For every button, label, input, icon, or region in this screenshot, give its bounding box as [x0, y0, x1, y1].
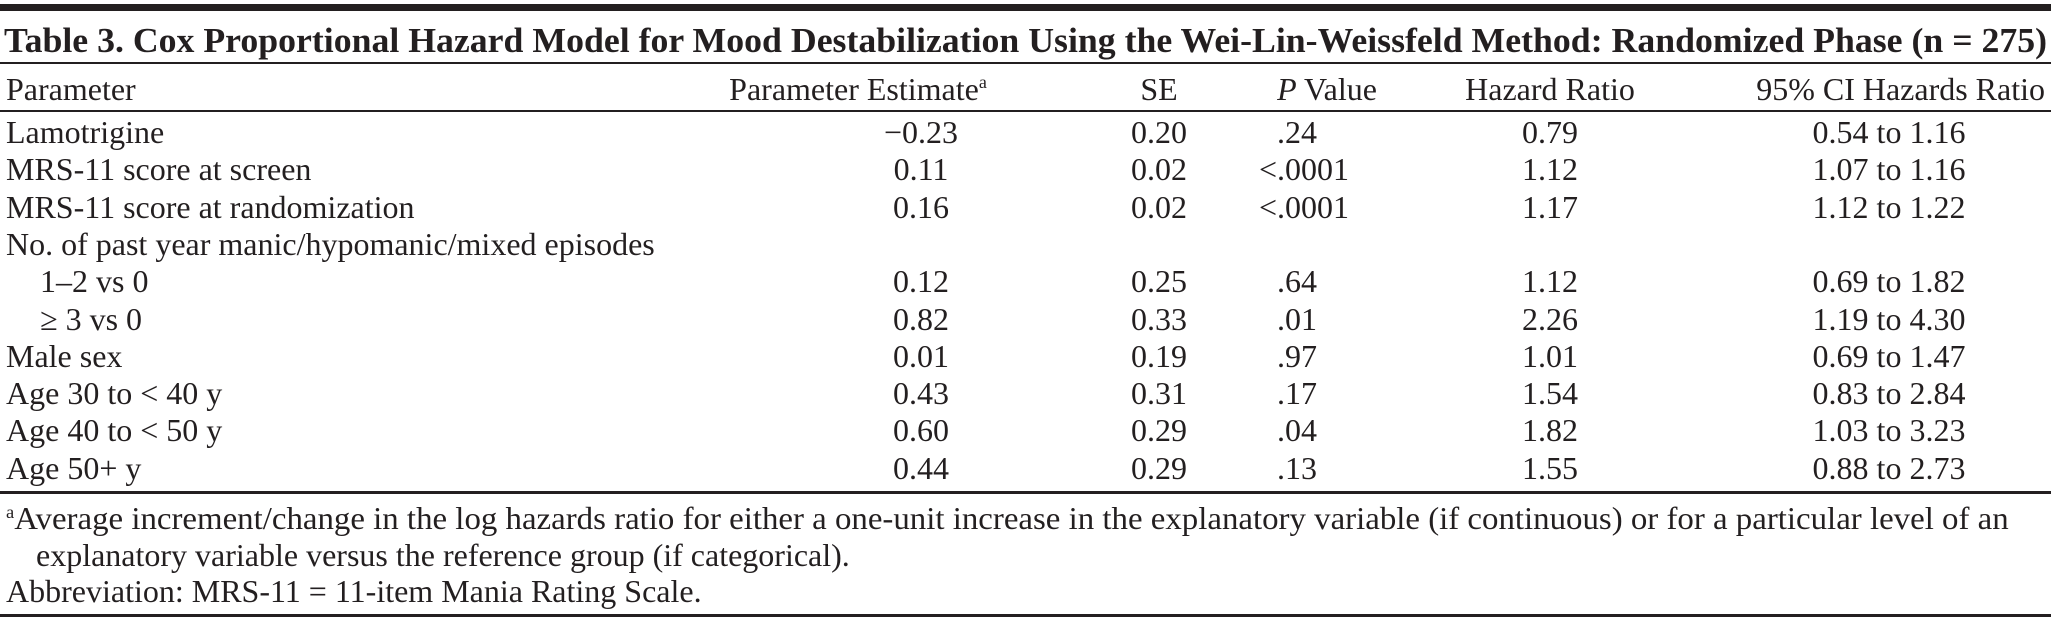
row-ci: 1.07 to 1.16 [1812, 151, 1966, 188]
row-estimate: 0.82 [893, 300, 949, 337]
row-estimate: 0.44 [893, 449, 949, 486]
row-parameter: Age 30 to < 40 y [6, 375, 223, 412]
header-hazard-ratio: Hazard Ratio [1465, 71, 1635, 107]
row-hazard-ratio: 1.55 [1522, 449, 1578, 486]
footnote-a-mark: a [6, 502, 15, 522]
table-row: MRS-11 score at randomization 0.16 0.02 < .… [6, 188, 1966, 225]
row-hazard-ratio: 2.26 [1522, 300, 1578, 337]
row-estimate: 0.11 [893, 151, 949, 188]
table-title: Table 3. Cox Proportional Hazard Model f… [4, 21, 2048, 60]
table-row: ≥ 3 vs 0 0.82 0.33.01 2.26 1.19 to 4.30 [40, 300, 1966, 337]
bottom-rule [0, 614, 2051, 617]
header-p-rest: Value [1296, 71, 1377, 107]
row-estimate: 0.16 [893, 188, 949, 225]
row-parameter: MRS-11 score at screen [6, 151, 312, 188]
row-hazard-ratio: 1.01 [1522, 337, 1578, 374]
row-se: 0.31 [1131, 375, 1187, 412]
row-hazard-ratio: 0.79 [1522, 114, 1578, 150]
footnote-a-text: Average increment/change in the log haza… [14, 500, 2009, 536]
table-row: Age 30 to < 40 y 0.43 0.31.17 1.54 0.83 to 2… [6, 375, 1966, 412]
header-rule [0, 110, 2051, 112]
row-se: 0.29 [1131, 449, 1187, 486]
row-parameter: Male sex [6, 337, 123, 374]
row-se: 0.33 [1131, 300, 1187, 337]
footnote-a-line1: aAverage increment/change in the log haz… [6, 501, 2009, 535]
top-thick-rule [0, 4, 2051, 11]
row-se: 0.19 [1131, 337, 1187, 374]
row-parameter: ≥ 3 vs 0 [40, 300, 143, 337]
header-parameter: Parameter [6, 71, 136, 107]
row-ci: 0.83 to 2.84 [1812, 375, 1966, 412]
row-parameter: Lamotrigine [6, 114, 165, 150]
row-se: 0.02 [1131, 151, 1187, 188]
row-ci: 0.54 to 1.16 [1812, 114, 1966, 150]
footnote-mark: a [978, 72, 987, 92]
header-estimate-label: Parameter Estimate [729, 71, 979, 107]
title-rule [0, 62, 2051, 64]
row-parameter: Age 40 to < 50 y [6, 412, 223, 449]
row-estimate: 0.12 [893, 263, 949, 300]
table-row: Lamotrigine −0.23 0.20.24 0.79 0.54 to 1.16 [6, 114, 1966, 150]
row-ci: 0.88 to 2.73 [1812, 449, 1966, 486]
table-row: Age 50+ y 0.44 0.29.13 1.55 0.88 to 2.73 [6, 449, 1966, 486]
row-parameter: 1–2 vs 0 [40, 263, 149, 300]
header-estimate: Parameter Estimatea [729, 71, 987, 107]
body-bottom-rule [0, 491, 2051, 494]
abbreviation-note: Abbreviation: MRS-11 = 11-item Mania Rat… [6, 573, 702, 609]
row-ci: 0.69 to 1.47 [1812, 337, 1966, 374]
header-se: SE [1140, 71, 1178, 107]
row-se: 0.25 [1131, 263, 1187, 300]
row-ci: 1.19 to 4.30 [1812, 300, 1966, 337]
row-estimate: 0.60 [893, 412, 949, 449]
row-parameter: Age 50+ y [6, 449, 142, 486]
header-p-value: P Value [1277, 71, 1377, 107]
row-hazard-ratio: 1.54 [1522, 375, 1578, 412]
table-row: 1–2 vs 0 0.12 0.25.64 1.12 0.69 to 1.82 [40, 263, 1966, 300]
row-se: 0.20 [1131, 114, 1187, 150]
table-row: Age 40 to < 50 y 0.60 0.29.04 1.82 1.03 to 3… [6, 412, 1966, 449]
footnote-a-line2: explanatory variable versus the referenc… [36, 537, 850, 573]
row-estimate: 0.43 [893, 375, 949, 412]
row-parameter: MRS-11 score at randomization [6, 188, 415, 225]
table-row: Male sex 0.01 0.19.97 1.01 0.69 to 1.47 [6, 337, 1966, 374]
row-hazard-ratio: 1.12 [1522, 151, 1578, 188]
header-p-italic: P [1277, 71, 1297, 107]
table-row: MRS-11 score at screen 0.11 0.02 < .0001 1.1… [6, 151, 1966, 188]
row-estimate: 0.01 [893, 337, 949, 374]
table-row: No. of past year manic/hypomanic/mixed e… [0, 226, 2051, 262]
row-ci: 0.69 to 1.82 [1812, 263, 1966, 300]
row-parameter: No. of past year manic/hypomanic/mixed e… [6, 225, 655, 262]
row-hazard-ratio: 1.82 [1522, 412, 1578, 449]
row-estimate: −0.23 [883, 114, 959, 150]
row-ci: 1.03 to 3.23 [1812, 412, 1966, 449]
row-se: 0.02 [1131, 188, 1187, 225]
row-se: 0.29 [1131, 412, 1187, 449]
header-row: Parameter Parameter Estimatea SE P Value… [0, 71, 2051, 107]
row-hazard-ratio: 1.12 [1522, 263, 1578, 300]
header-ci: 95% CI Hazards Ratio [1756, 71, 2045, 107]
row-ci: 1.12 to 1.22 [1812, 188, 1966, 225]
row-hazard-ratio: 1.17 [1522, 188, 1578, 225]
